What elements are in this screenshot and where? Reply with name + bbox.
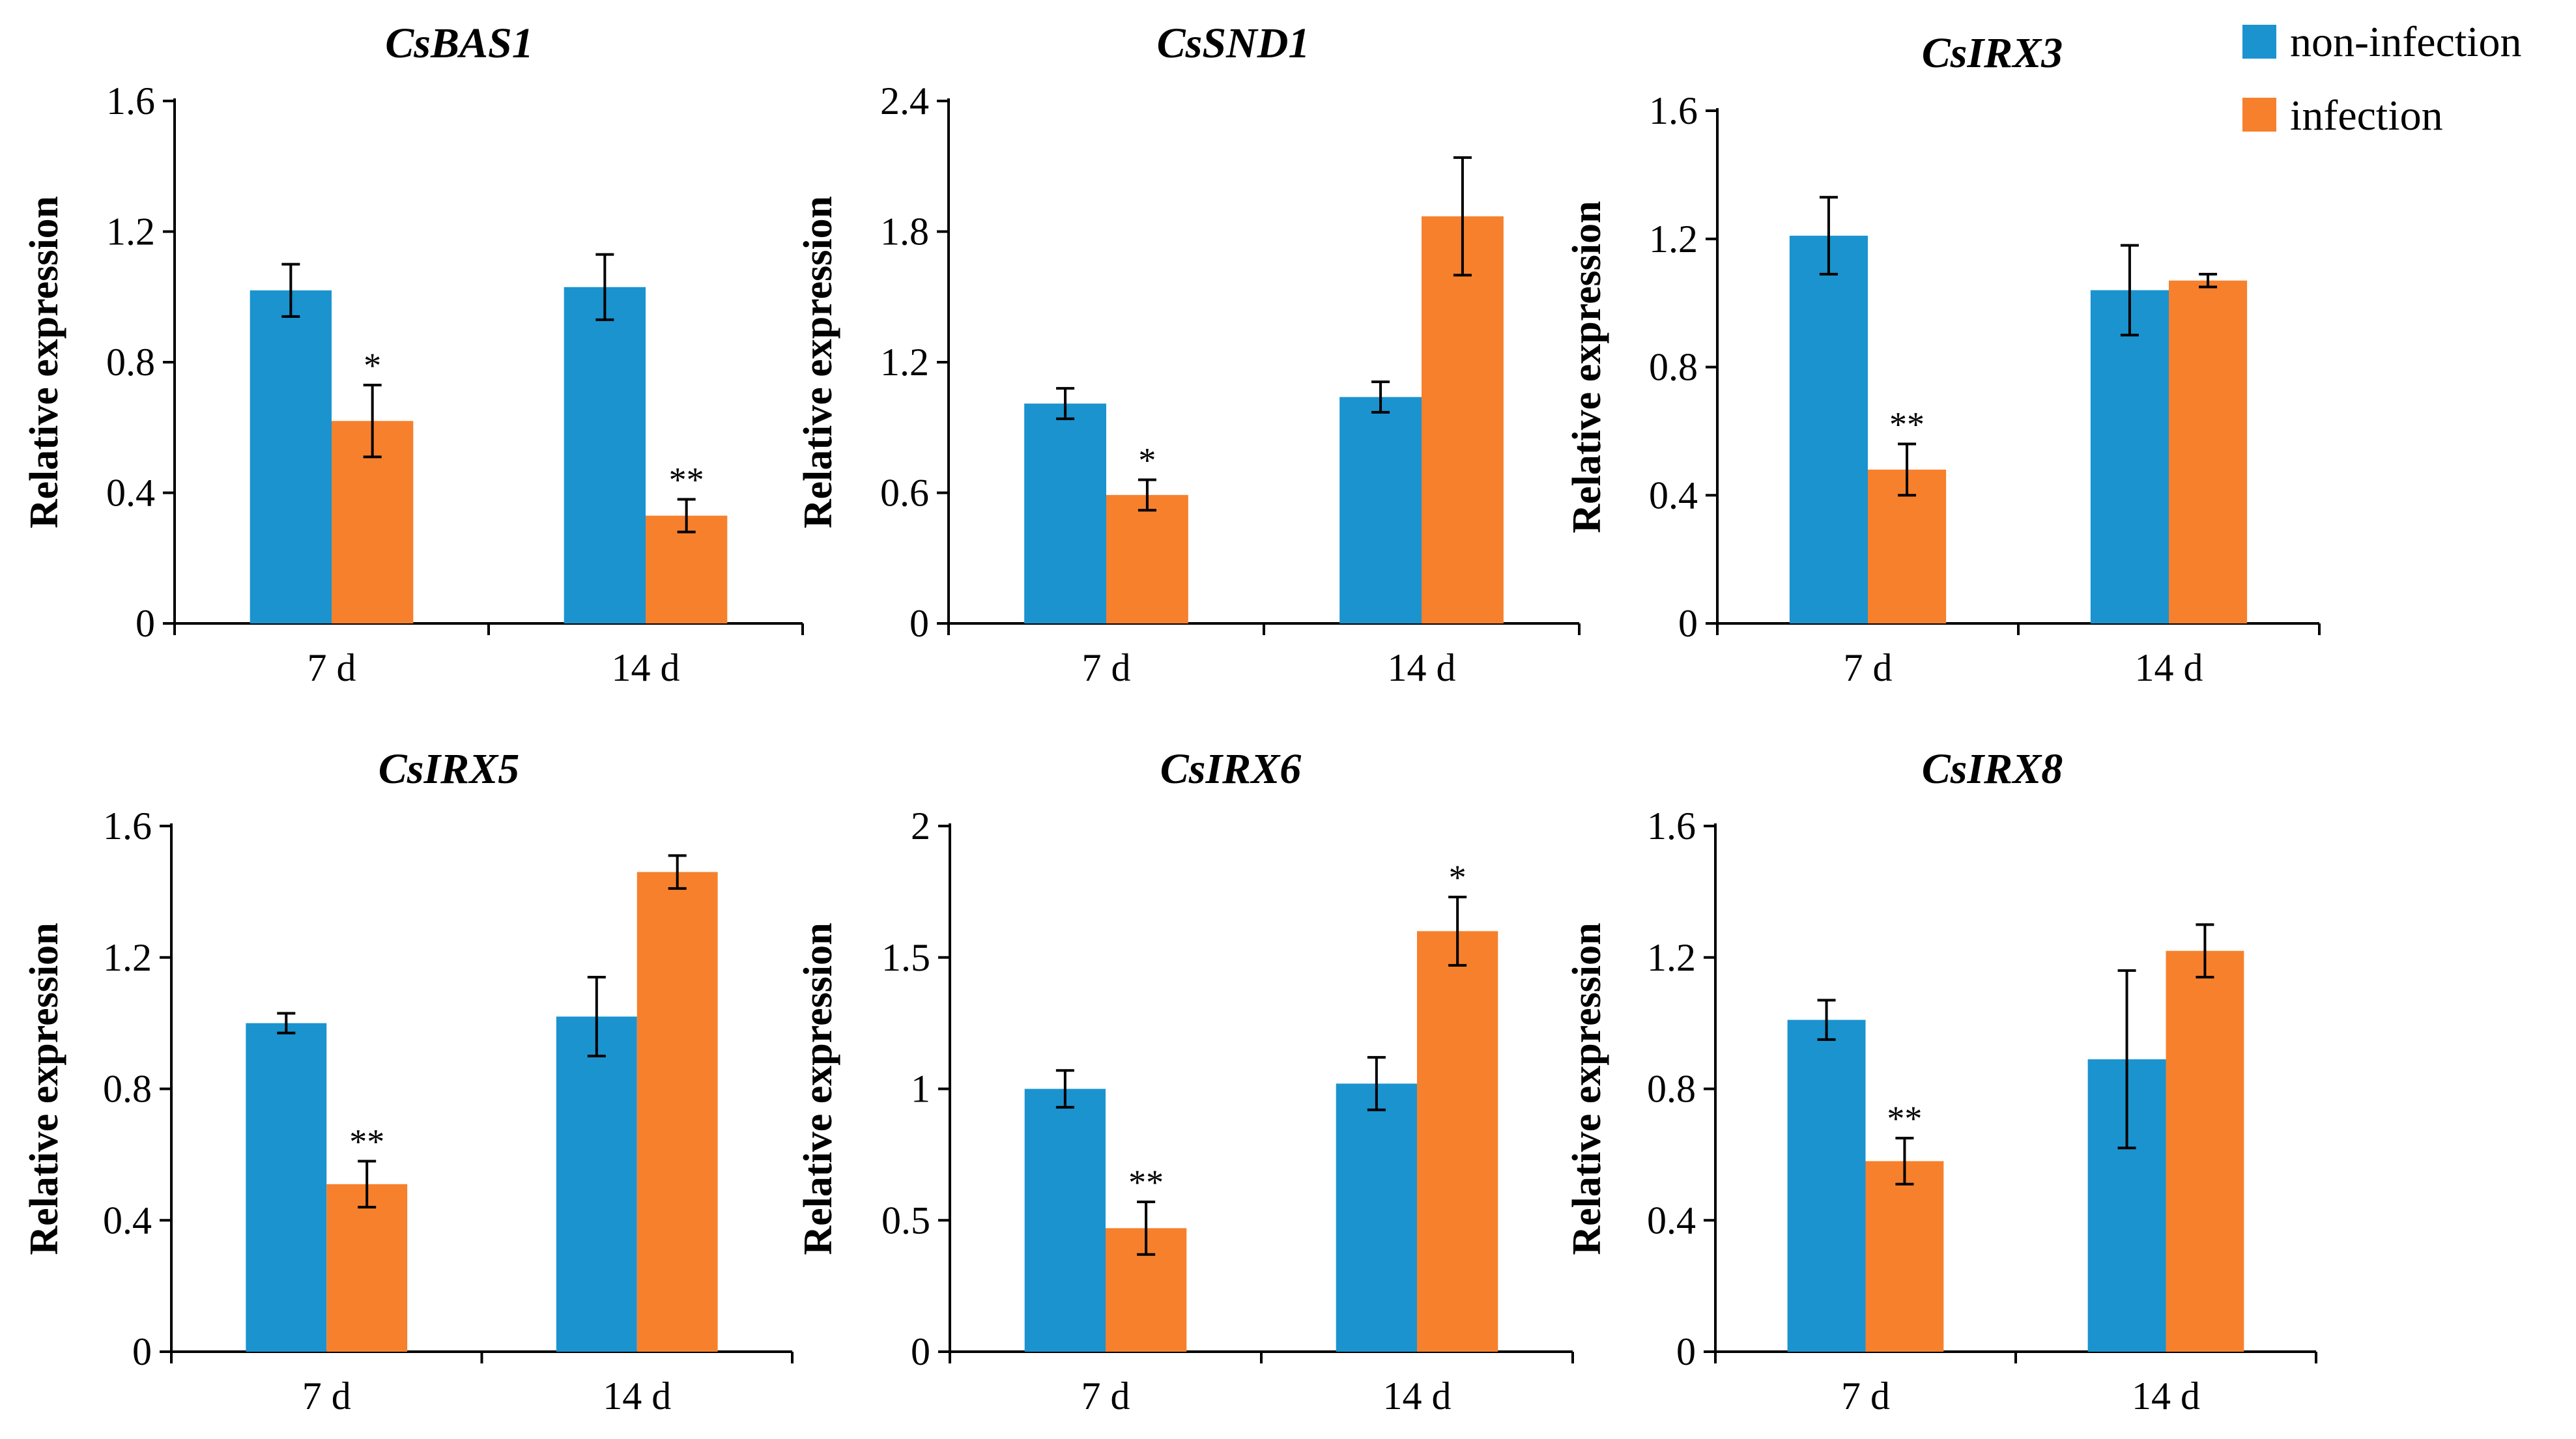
legend-swatch-infection bbox=[2242, 98, 2276, 132]
bar-non-infection-7d bbox=[246, 1023, 327, 1352]
y-tick-label: 1.2 bbox=[1647, 936, 1696, 979]
bar-non-infection-7d bbox=[1787, 1019, 1866, 1352]
bar-infection-7d bbox=[1106, 494, 1188, 623]
y-axis-label: Relative expression bbox=[22, 922, 66, 1255]
x-tick-label: 14 d bbox=[612, 646, 680, 689]
x-tick-label: 7 d bbox=[302, 1375, 351, 1418]
bar-non-infection-7d bbox=[250, 290, 332, 623]
significance-mark: * bbox=[1138, 440, 1156, 479]
y-tick-label: 0.4 bbox=[103, 1199, 152, 1242]
chart-title: CsIRX3 bbox=[1922, 29, 2063, 77]
bar-infection-14d bbox=[1417, 931, 1498, 1352]
x-tick-label: 14 d bbox=[603, 1375, 671, 1418]
y-tick-label: 1.5 bbox=[881, 936, 930, 979]
chart-panels: CsBAS1 Relative expression 0 0.4 0.8 1.2 1.6 * 7… bbox=[22, 20, 2321, 1418]
y-tick-label: 1.2 bbox=[106, 210, 155, 253]
significance-mark: ** bbox=[1128, 1163, 1164, 1202]
bar-infection-14d bbox=[2166, 950, 2244, 1352]
chart-title: CsIRX5 bbox=[379, 745, 519, 793]
x-tick-label: 14 d bbox=[2132, 1375, 2200, 1418]
y-axis-label: Relative expression bbox=[1565, 922, 1609, 1255]
y-tick-label: 1.2 bbox=[103, 936, 152, 979]
y-tick-label: 1.6 bbox=[1649, 89, 1698, 132]
bar-infection-14d bbox=[2169, 280, 2248, 624]
y-tick-label: 1.6 bbox=[106, 79, 155, 122]
y-tick-label: 0 bbox=[1678, 602, 1698, 645]
x-tick-label: 14 d bbox=[1388, 646, 1456, 689]
y-axis-label: Relative expression bbox=[796, 196, 840, 528]
x-tick-label: 14 d bbox=[1383, 1375, 1452, 1418]
y-tick-label: 1.6 bbox=[1647, 805, 1696, 848]
y-tick-label: 0.4 bbox=[1649, 474, 1698, 517]
chart-title: CsIRX6 bbox=[1160, 745, 1301, 793]
y-tick-label: 0.8 bbox=[103, 1068, 152, 1111]
x-tick-label: 7 d bbox=[1844, 646, 1893, 689]
chart-title: CsIRX8 bbox=[1922, 745, 2063, 793]
y-tick-label: 0 bbox=[909, 602, 929, 645]
y-tick-label: 0 bbox=[132, 1330, 152, 1373]
significance-mark: ** bbox=[1887, 1099, 1922, 1138]
legend-swatch-non-infection bbox=[2242, 25, 2276, 59]
y-tick-label: 1.2 bbox=[880, 341, 929, 384]
y-tick-label: 1.6 bbox=[103, 805, 152, 848]
y-tick-label: 0.5 bbox=[881, 1199, 930, 1242]
bar-infection-7d bbox=[326, 1184, 408, 1352]
x-tick-label: 7 d bbox=[1082, 646, 1131, 689]
y-tick-label: 2.4 bbox=[880, 79, 929, 122]
x-tick-label: 14 d bbox=[2135, 646, 2203, 689]
bar-infection-14d bbox=[637, 872, 718, 1352]
significance-mark: ** bbox=[349, 1122, 384, 1161]
y-axis-label: Relative expression bbox=[22, 196, 66, 528]
y-tick-label: 0.6 bbox=[880, 472, 929, 515]
significance-mark: ** bbox=[1889, 405, 1925, 444]
chart-title: CsSND1 bbox=[1157, 20, 1310, 67]
x-tick-label: 7 d bbox=[1841, 1375, 1890, 1418]
chart-panel-csirx8: CsIRX8 Relative expression 0 0.4 0.8 1.2 1.6 **… bbox=[1565, 745, 2317, 1418]
bar-non-infection-7d bbox=[1024, 403, 1106, 623]
x-tick-label: 7 d bbox=[308, 646, 356, 689]
y-tick-label: 0.4 bbox=[106, 472, 155, 515]
y-tick-label: 0.8 bbox=[106, 341, 155, 384]
y-tick-label: 1.8 bbox=[880, 210, 929, 253]
bar-non-infection-14d bbox=[556, 1016, 637, 1352]
chart-panel-csirx3: CsIRX3 Relative expression 0 0.4 0.8 1.2 1.6 **… bbox=[1565, 29, 2321, 689]
y-tick-label: 2 bbox=[911, 805, 930, 848]
chart-title: CsBAS1 bbox=[385, 20, 533, 67]
y-tick-label: 0.4 bbox=[1647, 1199, 1696, 1242]
legend: non-infection infection bbox=[2242, 18, 2522, 139]
bar-infection-14d bbox=[1422, 216, 1504, 623]
y-tick-label: 0 bbox=[911, 1330, 930, 1373]
significance-mark: ** bbox=[669, 461, 704, 500]
chart-panel-csirx6: CsIRX6 Relative expression 0 0.5 1 1.5 2 ** 7 d *… bbox=[796, 745, 1574, 1418]
y-tick-label: 1.2 bbox=[1649, 218, 1698, 261]
chart-panel-cssnd1: CsSND1 Relative expression 0 0.6 1.2 1.8 2.4 * 7… bbox=[796, 20, 1581, 689]
bar-non-infection-14d bbox=[1336, 1083, 1417, 1352]
legend-label-infection: infection bbox=[2290, 92, 2443, 139]
y-tick-label: 0.8 bbox=[1647, 1068, 1696, 1111]
y-axis-label: Relative expression bbox=[1565, 201, 1609, 533]
bar-non-infection-14d bbox=[2090, 290, 2169, 623]
y-tick-label: 0 bbox=[136, 602, 155, 645]
bar-non-infection-14d bbox=[1339, 397, 1422, 623]
y-tick-label: 0.8 bbox=[1649, 346, 1698, 389]
y-tick-label: 0 bbox=[1676, 1330, 1696, 1373]
significance-mark: * bbox=[1449, 858, 1467, 897]
bar-infection-7d bbox=[1865, 1161, 1944, 1352]
y-axis-label: Relative expression bbox=[796, 922, 840, 1255]
x-tick-label: 7 d bbox=[1081, 1375, 1130, 1418]
chart-panel-csbas1: CsBAS1 Relative expression 0 0.4 0.8 1.2 1.6 * 7… bbox=[22, 20, 804, 689]
bar-non-infection-7d bbox=[1024, 1089, 1106, 1352]
bar-non-infection-7d bbox=[1789, 235, 1868, 623]
chart-panel-csirx5: CsIRX5 Relative expression 0 0.4 0.8 1.2 1.6 **… bbox=[22, 745, 794, 1418]
y-tick-label: 1 bbox=[911, 1068, 930, 1111]
legend-label-non-infection: non-infection bbox=[2290, 18, 2522, 66]
bar-non-infection-14d bbox=[564, 287, 646, 623]
significance-mark: * bbox=[364, 346, 381, 385]
bar-infection-14d bbox=[646, 515, 728, 623]
